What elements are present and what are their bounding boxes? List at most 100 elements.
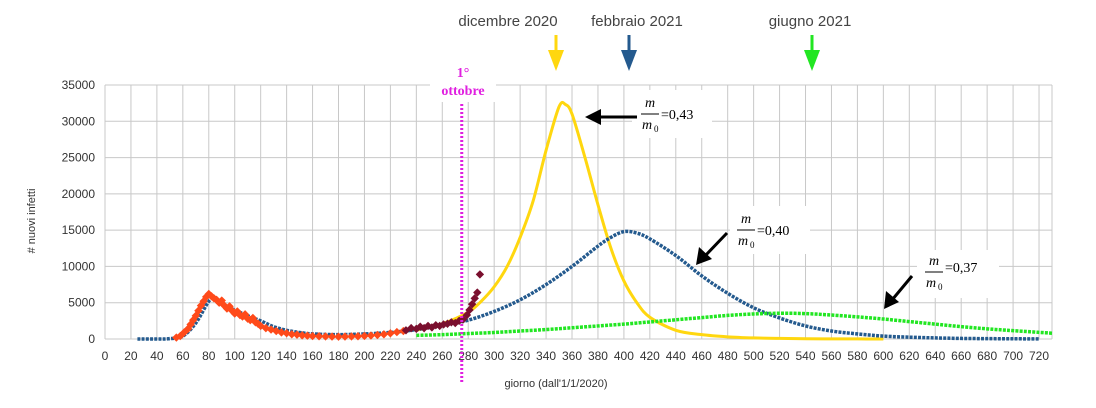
x-tick-label: 140 bbox=[277, 349, 297, 363]
ratio-denominator: m bbox=[642, 118, 652, 133]
x-tick-label: 580 bbox=[847, 349, 867, 363]
x-tick-label: 20 bbox=[124, 349, 138, 363]
x-tick-label: 40 bbox=[150, 349, 164, 363]
data-point-marker bbox=[287, 330, 297, 339]
x-tick-label: 380 bbox=[588, 349, 608, 363]
data-point-marker bbox=[303, 331, 312, 340]
x-tick-label: 340 bbox=[536, 349, 556, 363]
data-point-marker bbox=[297, 331, 307, 340]
data-point-marker bbox=[314, 332, 324, 341]
ratio-annotation-blue: m m 0 =0,40 bbox=[696, 206, 810, 265]
month-arrow-june bbox=[804, 35, 820, 71]
x-tick-label: 500 bbox=[744, 349, 764, 363]
data-point-marker bbox=[340, 332, 350, 341]
ratio-value: =0,37 bbox=[945, 261, 977, 276]
y-axis-title: # nuovi infetti bbox=[26, 189, 38, 254]
x-tick-label: 120 bbox=[251, 349, 271, 363]
data-point-marker bbox=[379, 330, 389, 339]
series-yellow-line bbox=[415, 100, 884, 341]
x-tick-label: 160 bbox=[303, 349, 323, 363]
y-tick-label: 0 bbox=[88, 332, 95, 346]
month-arrow-december bbox=[548, 35, 564, 71]
data-point-marker bbox=[292, 330, 302, 339]
x-tick-label: 400 bbox=[614, 349, 634, 363]
data-point-marker bbox=[406, 323, 416, 333]
x-tick-label: 80 bbox=[202, 349, 216, 363]
series-layer bbox=[137, 100, 1053, 341]
x-tick-label: 660 bbox=[951, 349, 971, 363]
x-tick-label: 420 bbox=[640, 349, 660, 363]
ratio-denominator: m bbox=[738, 234, 748, 249]
data-point-marker bbox=[392, 327, 402, 337]
x-tick-label: 540 bbox=[796, 349, 816, 363]
data-point-marker bbox=[347, 332, 356, 341]
x-tick-label: 180 bbox=[328, 349, 348, 363]
data-point-marker bbox=[308, 331, 317, 341]
data-point-marker bbox=[360, 331, 369, 341]
y-tick-label: 5000 bbox=[68, 296, 95, 310]
ratio-denominator-sub: 0 bbox=[938, 282, 943, 292]
data-point-marker bbox=[334, 332, 343, 341]
start-label-bg bbox=[430, 60, 496, 102]
ratio-value: =0,40 bbox=[757, 224, 789, 239]
month-label-february: febbraio 2021 bbox=[591, 13, 683, 30]
x-tick-label: 60 bbox=[176, 349, 190, 363]
ratio-numerator: m bbox=[741, 212, 751, 227]
data-point-marker bbox=[353, 332, 363, 341]
data-point-marker bbox=[204, 289, 213, 299]
start-label-line1: 1° bbox=[457, 66, 470, 81]
month-label-december: dicembre 2020 bbox=[458, 13, 557, 30]
grid bbox=[104, 84, 1053, 340]
data-point-marker bbox=[321, 332, 330, 341]
markers-layer bbox=[172, 270, 485, 342]
y-axis-ticks: 0 5000 10000 15000 20000 25000 30000 35000 bbox=[62, 78, 96, 346]
x-tick-label: 0 bbox=[102, 349, 109, 363]
x-tick-label: 200 bbox=[354, 349, 374, 363]
y-tick-label: 15000 bbox=[62, 223, 96, 237]
data-point-marker bbox=[467, 299, 477, 309]
data-point-marker bbox=[470, 294, 479, 303]
x-tick-label: 440 bbox=[666, 349, 686, 363]
x-tick-label: 240 bbox=[406, 349, 426, 363]
data-point-marker bbox=[366, 331, 376, 340]
ratio-numerator: m bbox=[645, 96, 655, 111]
x-tick-label: 460 bbox=[692, 349, 712, 363]
y-tick-label: 25000 bbox=[62, 151, 96, 165]
data-point-marker bbox=[373, 330, 382, 340]
ratio-denominator: m bbox=[926, 276, 936, 291]
x-tick-label: 260 bbox=[432, 349, 452, 363]
x-tick-label: 620 bbox=[899, 349, 919, 363]
y-tick-label: 30000 bbox=[62, 114, 96, 128]
x-tick-label: 480 bbox=[718, 349, 738, 363]
y-tick-label: 35000 bbox=[62, 78, 96, 92]
data-point-marker bbox=[277, 328, 286, 337]
x-tick-label: 220 bbox=[380, 349, 400, 363]
x-tick-label: 700 bbox=[1003, 349, 1023, 363]
x-tick-label: 600 bbox=[873, 349, 893, 363]
ratio-denominator-sub: 0 bbox=[654, 124, 659, 134]
ratio-value: =0,43 bbox=[661, 108, 693, 123]
ratio-numerator: m bbox=[929, 254, 939, 269]
x-axis-title: giorno (dall'1/1/2020) bbox=[504, 378, 607, 390]
ratio-denominator-sub: 0 bbox=[750, 240, 755, 250]
x-tick-label: 640 bbox=[925, 349, 945, 363]
data-point-marker bbox=[473, 288, 482, 297]
data-point-marker bbox=[475, 270, 485, 279]
x-axis-ticks: 0 20 40 60 80 100 120 140 160 180 200 220 240 260 280 3… bbox=[102, 349, 1050, 363]
data-point-marker bbox=[465, 305, 474, 315]
x-tick-label: 280 bbox=[458, 349, 478, 363]
x-tick-label: 100 bbox=[225, 349, 245, 363]
x-tick-label: 560 bbox=[821, 349, 841, 363]
y-tick-label: 20000 bbox=[62, 187, 96, 201]
data-point-marker bbox=[327, 332, 337, 341]
x-tick-label: 360 bbox=[562, 349, 582, 363]
month-arrow-february bbox=[621, 35, 637, 71]
ratio-annotation-green: m m 0 =0,37 bbox=[884, 250, 999, 309]
x-tick-label: 720 bbox=[1029, 349, 1049, 363]
x-tick-label: 300 bbox=[484, 349, 504, 363]
ratio-annotation-yellow: m m 0 =0,43 bbox=[585, 90, 712, 138]
start-label-line2: ottobre bbox=[441, 84, 484, 99]
data-point-marker bbox=[194, 306, 203, 315]
x-tick-label: 680 bbox=[977, 349, 997, 363]
